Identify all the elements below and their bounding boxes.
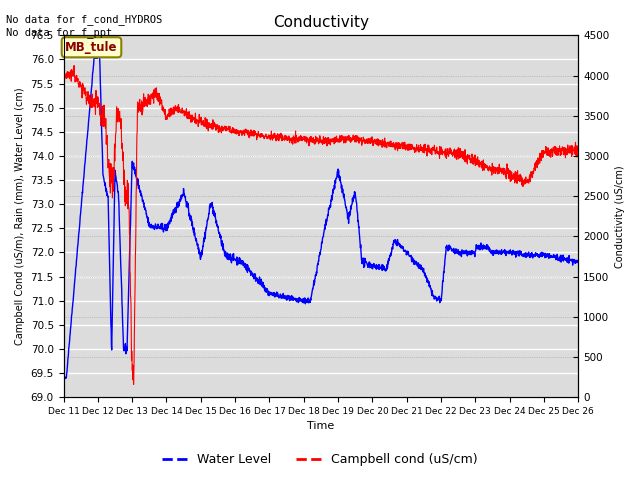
- Legend: Water Level, Campbell cond (uS/cm): Water Level, Campbell cond (uS/cm): [157, 448, 483, 471]
- Text: MB_tule: MB_tule: [65, 41, 118, 54]
- Y-axis label: Conductivity (uS/cm): Conductivity (uS/cm): [615, 165, 625, 267]
- Title: Conductivity: Conductivity: [273, 15, 369, 30]
- Text: No data for f_cond_HYDROS
No data for f_ppt: No data for f_cond_HYDROS No data for f_…: [6, 14, 163, 38]
- X-axis label: Time: Time: [307, 421, 335, 432]
- Y-axis label: Campbell Cond (uS/m), Rain (mm), Water Level (cm): Campbell Cond (uS/m), Rain (mm), Water L…: [15, 87, 25, 345]
